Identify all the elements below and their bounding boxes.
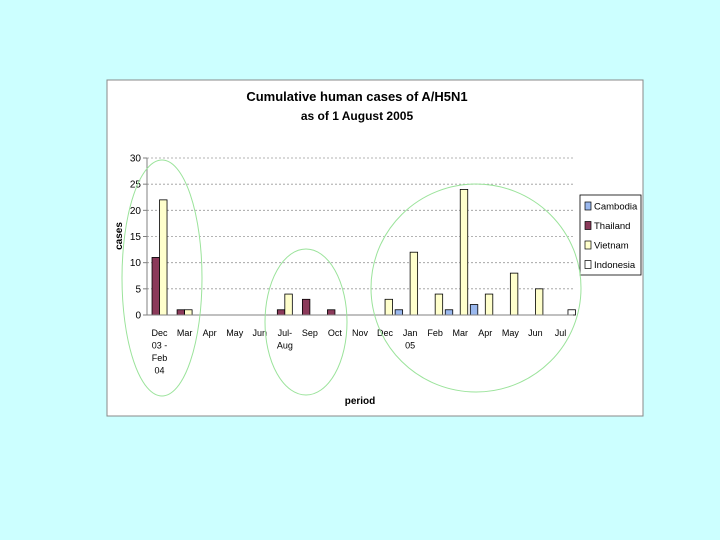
x-tick-label-line: May bbox=[226, 328, 244, 338]
gridlines bbox=[143, 157, 573, 316]
highlight-circles bbox=[121, 159, 582, 397]
legend-label-vietnam: Vietnam bbox=[594, 241, 629, 252]
bar-indonesia bbox=[567, 309, 576, 316]
x-tick-label: Jun bbox=[253, 328, 268, 338]
y-tick-label: 25 bbox=[130, 180, 142, 191]
x-tick-label: Oct bbox=[328, 328, 343, 338]
x-tick-label-line: 05 bbox=[405, 341, 415, 351]
x-tick-label: Sep bbox=[302, 328, 318, 338]
bar-vietnam bbox=[284, 293, 293, 316]
x-tick-label: Feb bbox=[427, 328, 443, 338]
bar-thailand bbox=[276, 309, 286, 316]
x-tick-label-line: Jun bbox=[528, 328, 543, 338]
x-tick-label: Mar bbox=[452, 328, 468, 338]
x-tick-label: Dec bbox=[377, 328, 394, 338]
x-tick-label-line: Nov bbox=[352, 328, 369, 338]
x-tick-label: Dec 03 - Feb 04 bbox=[152, 328, 169, 376]
y-tick-label: 15 bbox=[130, 232, 142, 243]
bar-vietnam bbox=[535, 288, 544, 316]
x-tick-label-line: Oct bbox=[328, 328, 343, 338]
x-tick-label-line: May bbox=[502, 328, 520, 338]
x-tick-label-line: Apr bbox=[478, 328, 492, 338]
bar-cambodia bbox=[469, 304, 479, 316]
x-tick-label-line: Feb bbox=[427, 328, 443, 338]
x-tick-label-line: 03 - bbox=[152, 341, 168, 351]
legend-label-indonesia: Indonesia bbox=[594, 260, 636, 271]
x-tick-label-line: Apr bbox=[203, 328, 217, 338]
highlight-circle-dec03-feb04 bbox=[121, 159, 203, 397]
x-tick-label-line: Jun bbox=[253, 328, 268, 338]
highlight-circle-jul-oct bbox=[264, 248, 348, 396]
chart-subtitle: as of 1 August 2005 bbox=[301, 109, 414, 123]
x-tick-label-line: Mar bbox=[177, 328, 193, 338]
x-tick-label: May bbox=[226, 328, 244, 338]
legend-label-cambodia: Cambodia bbox=[594, 202, 638, 213]
bar-thailand bbox=[151, 257, 160, 316]
x-tick-label: Jul- Aug bbox=[277, 328, 293, 351]
legend-swatch-indonesia bbox=[584, 260, 592, 269]
bar-vietnam bbox=[484, 293, 494, 316]
y-tick-label: 0 bbox=[135, 311, 141, 322]
legend-swatch-vietnam bbox=[584, 240, 592, 250]
bar-thailand bbox=[327, 309, 336, 316]
bar-cambodia bbox=[444, 309, 454, 316]
x-tick-label: May bbox=[502, 328, 520, 338]
chart-title: Cumulative human cases of A/H5N1 bbox=[246, 89, 467, 104]
x-tick-label-line: 04 bbox=[155, 366, 165, 376]
bar-vietnam bbox=[159, 199, 168, 316]
x-tick-label-line: Dec bbox=[377, 328, 394, 338]
highlight-circle-dec05-jul05 bbox=[370, 183, 582, 393]
bar-vietnam bbox=[459, 188, 469, 316]
x-tick-label: Mar bbox=[177, 328, 193, 338]
y-tick-labels: 0 5 10 15 20 25 30 bbox=[130, 154, 142, 322]
x-tick-label-line: Feb bbox=[152, 353, 168, 363]
x-axis-label: period bbox=[345, 396, 376, 407]
y-tick-label: 10 bbox=[130, 258, 142, 269]
x-tick-label-line: Mar bbox=[452, 328, 468, 338]
x-tick-label-line: Jul bbox=[555, 328, 567, 338]
y-tick-label: 20 bbox=[130, 206, 142, 217]
x-tick-labels: Dec 03 - Feb 04 Mar Apr May Jun Jul- Aug Sep Oct Nov… bbox=[152, 328, 567, 376]
x-tick-label-line: Sep bbox=[302, 328, 318, 338]
bar-thailand bbox=[301, 298, 311, 316]
x-tick-label: Apr bbox=[478, 328, 492, 338]
x-tick-label: Nov bbox=[352, 328, 369, 338]
legend: Cambodia Thailand Vietnam Indonesia bbox=[579, 194, 642, 276]
x-tick-label-line: Dec bbox=[152, 328, 169, 338]
x-tick-label: Jul bbox=[555, 328, 567, 338]
x-tick-label-line: Aug bbox=[277, 341, 293, 351]
bar-vietnam bbox=[409, 251, 419, 316]
legend-swatch-thailand bbox=[584, 221, 592, 230]
bar-vietnam bbox=[509, 272, 519, 316]
y-axis-label: cases bbox=[114, 222, 125, 250]
bar-vietnam bbox=[434, 293, 444, 316]
legend-swatch-cambodia bbox=[584, 201, 592, 211]
y-tick-label: 5 bbox=[135, 284, 141, 295]
axes bbox=[146, 158, 573, 316]
x-tick-label: Jun bbox=[528, 328, 543, 338]
x-tick-label: Apr bbox=[203, 328, 217, 338]
y-tick-label: 30 bbox=[130, 154, 142, 165]
bar-vietnam bbox=[384, 298, 393, 316]
bar-vietnam bbox=[184, 309, 193, 316]
x-tick-label: Jan 05 bbox=[403, 328, 418, 351]
legend-label-thailand: Thailand bbox=[594, 221, 630, 232]
chart-panel bbox=[106, 79, 644, 417]
bar-thailand bbox=[176, 309, 185, 316]
x-tick-label-line: Jan bbox=[403, 328, 418, 338]
bar-cambodia bbox=[394, 309, 404, 316]
x-tick-label-line: Jul- bbox=[278, 328, 293, 338]
